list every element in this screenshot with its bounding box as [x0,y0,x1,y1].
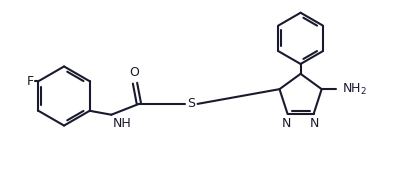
Text: O: O [129,66,139,79]
Text: F: F [27,75,34,88]
Text: NH: NH [112,117,131,130]
Text: NH$_2$: NH$_2$ [342,82,367,97]
Text: N: N [310,117,319,130]
Text: N: N [282,117,291,130]
Text: S: S [187,97,195,110]
